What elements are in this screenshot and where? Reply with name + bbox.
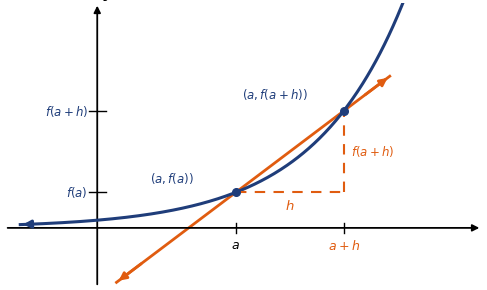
Text: $h$: $h$ [285,200,295,213]
Text: $f(a + h)$: $f(a + h)$ [351,144,394,159]
Text: $a$: $a$ [231,239,240,251]
Text: $(a, f(a + h))$: $(a, f(a + h))$ [242,87,308,102]
Text: $a + h$: $a + h$ [328,239,359,253]
Text: $\mathbf{x}$: $\mathbf{x}$ [486,222,487,237]
Text: $f(a + h)$: $f(a + h)$ [45,104,88,119]
Text: $f(a)$: $f(a)$ [66,185,88,200]
Text: $\mathbf{y}$: $\mathbf{y}$ [101,0,112,3]
Text: $(a, f(a))$: $(a, f(a))$ [150,171,193,186]
